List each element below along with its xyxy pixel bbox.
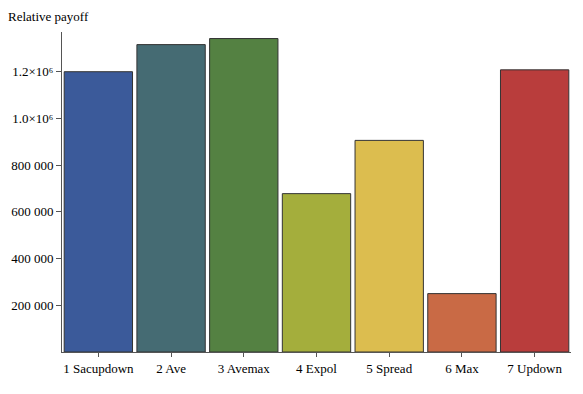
svg-text:400 000: 400 000 bbox=[11, 251, 53, 266]
svg-text:1 Sacupdown: 1 Sacupdown bbox=[63, 361, 134, 376]
svg-text:3 Avemax: 3 Avemax bbox=[218, 361, 271, 376]
svg-text:Relative payoff: Relative payoff bbox=[8, 9, 89, 24]
svg-text:2 Ave: 2 Ave bbox=[156, 361, 186, 376]
svg-text:4 Expol: 4 Expol bbox=[296, 361, 337, 376]
svg-text:7 Updown: 7 Updown bbox=[507, 361, 562, 376]
svg-text:1.2×10⁶: 1.2×10⁶ bbox=[12, 64, 53, 79]
svg-text:600 000: 600 000 bbox=[11, 204, 53, 219]
svg-text:800 000: 800 000 bbox=[11, 158, 53, 173]
svg-text:1.0×10⁶: 1.0×10⁶ bbox=[12, 111, 53, 126]
svg-text:200 000: 200 000 bbox=[11, 298, 53, 313]
svg-text:5 Spread: 5 Spread bbox=[366, 361, 412, 376]
svg-text:6 Max: 6 Max bbox=[445, 361, 479, 376]
